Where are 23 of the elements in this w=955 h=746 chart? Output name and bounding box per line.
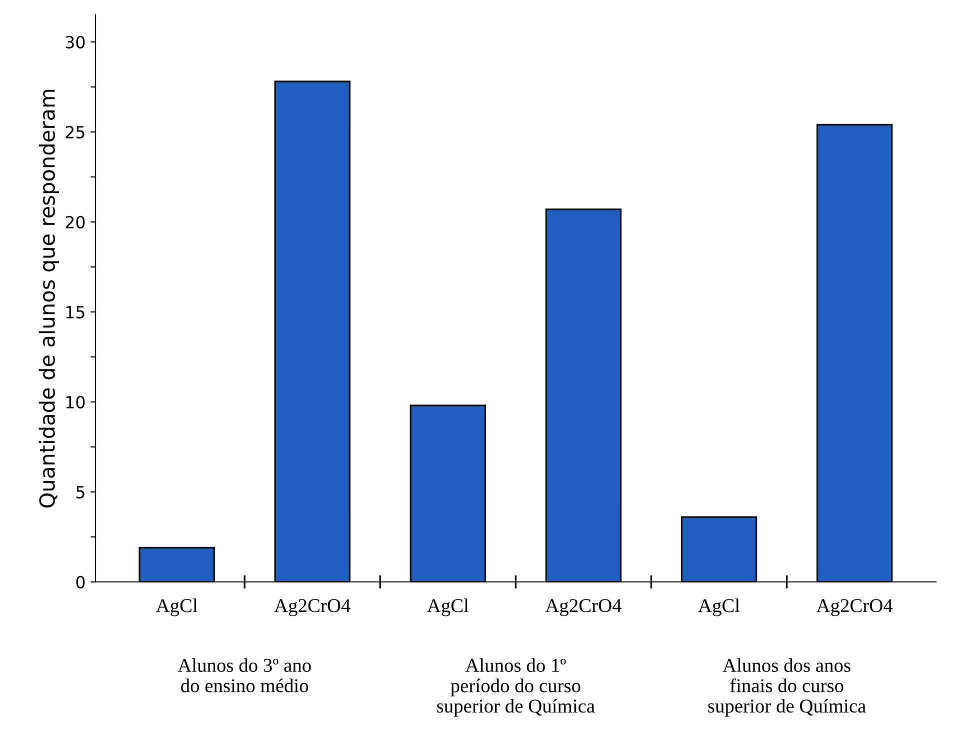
bar <box>138 546 215 582</box>
x-tick-label: Ag2CrO4 <box>545 599 622 616</box>
x-tick-label: AgCl <box>156 598 198 616</box>
bar <box>410 404 486 582</box>
y-tick-label: 15 <box>66 306 84 318</box>
y-tick-label: 25 <box>66 126 84 138</box>
text: Alunos do 1º período do curso superior de Química <box>437 658 595 717</box>
x-tick-label: Ag2CrO4 <box>816 599 893 616</box>
bar <box>816 124 893 582</box>
text: Alunos do 3º ano do ensino médio <box>178 658 311 692</box>
x-tick-label: AgCl <box>698 598 740 616</box>
bar <box>680 516 758 582</box>
x-tick-label: AgCl <box>427 598 469 616</box>
bar <box>545 208 622 582</box>
y-tick-label: 30 <box>66 36 85 48</box>
x-tick-label: Ag2CrO4 <box>274 599 350 616</box>
y-tick-label: 0 <box>76 576 85 588</box>
bar <box>274 80 350 582</box>
text: Alunos dos anos finais do curso superior de Química <box>708 658 866 717</box>
y-tick-label: 10 <box>66 396 85 408</box>
y-tick-label: 20 <box>66 216 85 228</box>
y-axis-title: Quantidade de alunos que responderam <box>38 90 60 508</box>
y-tick-label: 5 <box>76 486 84 498</box>
